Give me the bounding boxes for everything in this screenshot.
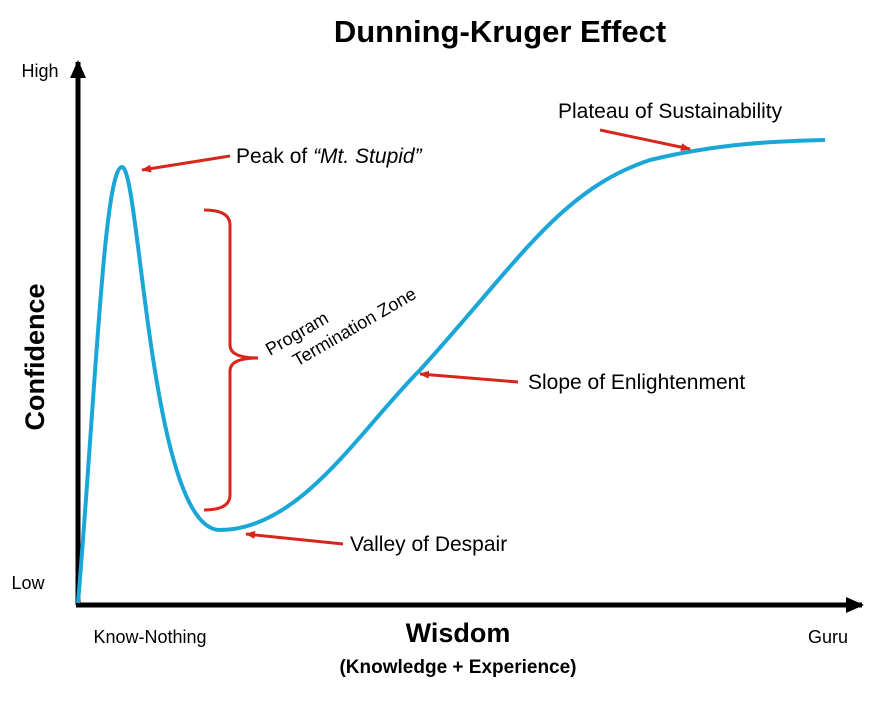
y-low-label: Low <box>11 573 45 593</box>
peak-label: Peak of “Mt. Stupid” <box>236 145 423 168</box>
x-start-label: Know-Nothing <box>93 627 206 647</box>
slope-arrow <box>419 370 519 384</box>
valley-arrow <box>245 530 344 546</box>
valley-label: Valley of Despair <box>350 533 507 556</box>
slope-label: Slope of Enlightenment <box>528 371 745 394</box>
x-end-label: Guru <box>808 627 848 647</box>
x-axis-title: Wisdom <box>406 618 511 648</box>
peak-arrow <box>141 154 231 173</box>
y-high-label: High <box>21 61 58 81</box>
y-axis-title: Confidence <box>20 283 50 430</box>
zone-bracket <box>203 208 259 512</box>
peak-name: “Mt. Stupid” <box>313 145 423 168</box>
plateau-label: Plateau of Sustainability <box>558 100 783 123</box>
confidence-curve <box>76 138 826 604</box>
plateau-arrow <box>599 128 691 152</box>
title: Dunning-Kruger Effect <box>334 14 666 49</box>
zone-label: Program Termination Zone <box>262 284 420 371</box>
x-axis-subtitle: (Knowledge + Experience) <box>339 657 576 678</box>
peak-prefix: Peak of <box>236 145 307 168</box>
